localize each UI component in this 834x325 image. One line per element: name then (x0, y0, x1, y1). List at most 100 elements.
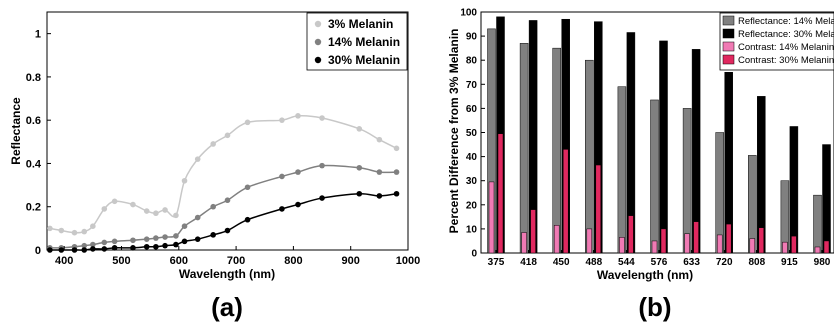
chart-b-bars (487, 16, 831, 254)
chart-b-bar (488, 181, 495, 254)
chart-b-bar (660, 228, 667, 254)
chart-b-x-tick-label: 418 (520, 257, 537, 268)
chart-a-lines (47, 113, 400, 253)
chart-a-data-point (101, 246, 108, 252)
chart-a-x-tick-label: 800 (284, 255, 302, 267)
chart-b-y-axis-label: Percent Difference from 3% Melanin (447, 29, 461, 234)
chart-b-bar (650, 99, 659, 254)
chart-b-bar (682, 108, 692, 254)
chart-a-data-point (143, 243, 150, 250)
chart-a-data-point (153, 210, 159, 217)
chart-a-plot-frame (46, 11, 409, 251)
chart-b-legend-label: Reflectance: 30% Melan (738, 29, 834, 40)
chart-a-data-point (101, 239, 108, 246)
chart-a-data-point (90, 246, 96, 252)
chart-a-data-point (90, 241, 96, 248)
chart-b-x-axis-label: Wavelength (nm) (597, 268, 693, 282)
chart-b-bar (595, 164, 602, 254)
chart-a: 0 0.2 0.4 0.6 0.8 1 400 500 600 700 800 900 1000 Wa… (9, 11, 420, 322)
chart-a-x-ticks: 400 500 600 700 800 900 1000 (55, 246, 420, 267)
chart-b-legend-swatch (722, 41, 735, 52)
chart-b-bar (619, 237, 625, 254)
chart-a-data-point (224, 197, 231, 204)
chart-a-series-line (49, 164, 397, 249)
chart-a-data-point (194, 236, 201, 242)
chart-b-bar (628, 215, 634, 254)
chart-b-legend-swatch (722, 15, 735, 26)
chart-a-data-point (210, 203, 216, 210)
chart-a-legend-label: 3% Melanin (328, 17, 393, 31)
chart-b-bar (521, 232, 527, 254)
chart-a-legend-label: 14% Melanin (328, 35, 400, 49)
chart-a-data-point (58, 227, 65, 234)
chart-a-data-point (71, 229, 78, 236)
chart-a-x-tick-label: 700 (227, 255, 245, 267)
chart-a-series-line (49, 114, 397, 234)
chart-a-data-point (130, 237, 136, 244)
chart-a-data-point (194, 156, 201, 162)
chart-a-x-tick-label: 400 (55, 255, 73, 267)
chart-a-data-point (81, 247, 88, 253)
chart-a-data-point (376, 193, 383, 199)
chart-b-bar (749, 238, 756, 254)
chart-a-data-point (143, 236, 150, 242)
chart-a-data-point (130, 201, 136, 208)
chart-b-bar (553, 225, 560, 254)
chart-b-bar (659, 40, 668, 254)
chart-b-bar (684, 233, 690, 254)
chart-a-y-tick-label: 0 (35, 245, 41, 257)
chart-b-x-tick-label: 633 (683, 257, 700, 268)
chart-b-bar (791, 235, 797, 254)
chart-a-y-tick-label: 0.6 (26, 115, 41, 127)
chart-a-data-point (279, 206, 285, 212)
chart-a-data-point (111, 238, 118, 245)
chart-b: 0 10 20 30 40 50 60 70 80 90 100 375 418 450 488 544 57… (447, 8, 834, 322)
chart-b-x-tick-label: 980 (814, 257, 831, 268)
chart-b-y-ticks: 0 10 20 30 40 50 60 70 80 90 100 (460, 8, 485, 260)
chart-a-data-point (244, 184, 251, 191)
chart-a-x-tick-label: 900 (342, 255, 360, 267)
chart-b-y-tick-label: 40 (466, 152, 478, 163)
chart-a-y-tick-label: 1 (35, 29, 41, 41)
chart-b-bar (651, 240, 658, 254)
chart-b-bar (716, 234, 723, 254)
chart-a-data-point (319, 195, 325, 201)
chart-b-y-tick-label: 50 (466, 128, 478, 139)
chart-b-bar (530, 209, 536, 254)
chart-b-bar (585, 59, 594, 254)
chart-b-bar (725, 223, 732, 254)
chart-b-bar (552, 47, 561, 254)
chart-a-data-point (173, 233, 179, 239)
chart-a-data-point (295, 201, 301, 208)
chart-a-data-point (376, 136, 383, 143)
chart-a-data-point (279, 173, 285, 180)
chart-b-x-tick-label: 915 (781, 257, 798, 268)
chart-a-x-tick-label: 500 (112, 255, 130, 267)
chart-a-data-point (393, 190, 400, 197)
chart-b-bar (813, 194, 822, 254)
chart-a-data-point (181, 238, 188, 245)
chart-b-y-tick-label: 60 (466, 104, 478, 115)
chart-b-x-ticks: 375 418 450 488 544 576 633 720 808 915 980 (488, 250, 831, 268)
chart-b-legend-swatch (722, 28, 735, 39)
chart-a-y-tick-label: 0.2 (26, 202, 41, 214)
chart-b-legend-label: Reflectance: 14% Melanin (738, 16, 834, 27)
chart-a-data-point (244, 216, 251, 223)
chart-a-data-point (244, 119, 251, 126)
chart-a-data-point (181, 177, 188, 184)
chart-a-data-point (319, 162, 325, 169)
chart-b-y-tick-label: 70 (466, 80, 478, 91)
chart-a-data-point (58, 247, 65, 253)
chart-b-x-tick-label: 450 (553, 257, 570, 268)
chart-b-bar (789, 126, 799, 254)
chart-a-data-point (356, 190, 363, 197)
chart-a-y-tick-label: 0.4 (26, 158, 42, 170)
chart-a-legend-marker (314, 20, 322, 28)
chart-a-data-point (393, 145, 400, 152)
chart-b-legend-label: Contrast: 14% Melanin (738, 42, 834, 53)
chart-b-x-tick-label: 808 (748, 257, 765, 268)
chart-a-data-point (376, 169, 383, 175)
chart-b-bar (586, 228, 593, 254)
chart-a-data-point (393, 169, 400, 175)
chart-a-data-point (210, 141, 216, 147)
